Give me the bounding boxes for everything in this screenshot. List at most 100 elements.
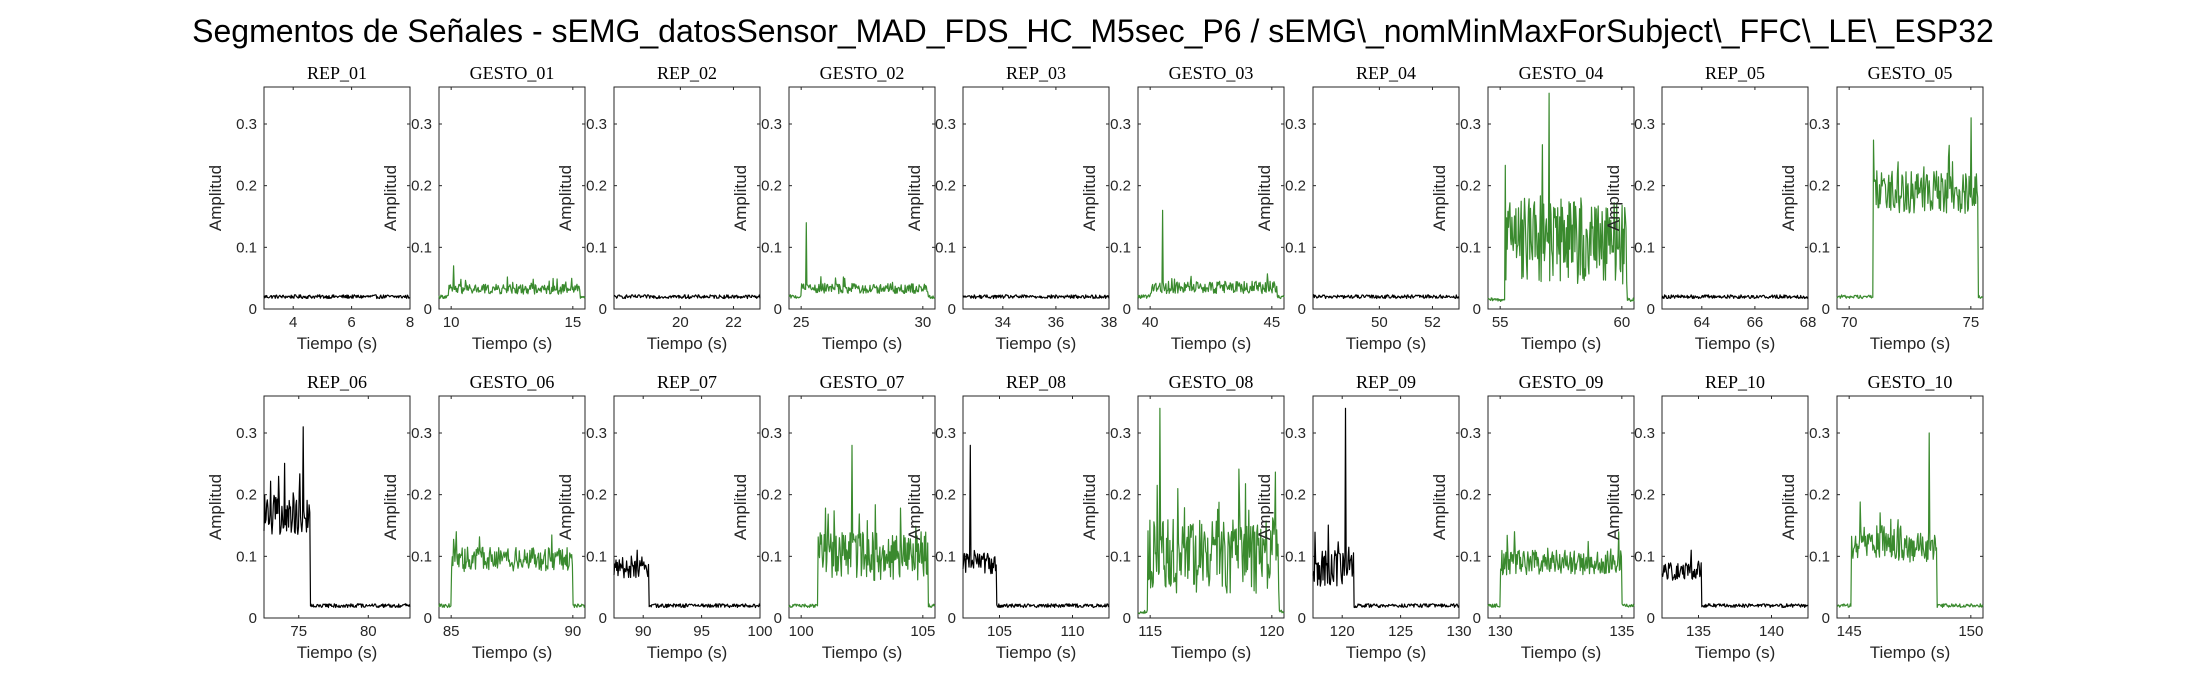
subplot-rep-10: REP_10 0 0.1 0.2 0.3 135 140 Tiempo (s) Amplitud <box>1604 372 1809 662</box>
subplot-rep-09: REP_09 0 0.1 0.2 0.3 120 125 130 Tiempo (s) Ampli… <box>1255 372 1472 662</box>
signal-line <box>1312 294 1460 300</box>
y-tick-label: 0 <box>1473 301 1481 318</box>
y-tick-label: 0.2 <box>1110 178 1131 195</box>
axes-box <box>1661 395 1809 619</box>
axes-box <box>438 395 586 619</box>
x-tick-label: 150 <box>1958 623 1983 640</box>
x-axis-label: Tiempo (s) <box>996 643 1077 662</box>
y-tick-label: 0.1 <box>935 239 956 256</box>
y-tick-label: 0 <box>774 610 782 627</box>
y-tick-label: 0.1 <box>411 239 432 256</box>
x-tick-label: 80 <box>360 623 377 640</box>
x-tick-label: 10 <box>443 314 460 331</box>
y-tick-label: 0 <box>1123 301 1131 318</box>
y-tick-label: 0.3 <box>1110 425 1131 442</box>
x-tick-label: 70 <box>1841 314 1858 331</box>
y-tick-label: 0 <box>249 301 257 318</box>
x-axis-label: Tiempo (s) <box>996 334 1077 353</box>
y-tick-label: 0.3 <box>1460 425 1481 442</box>
subplot-gesto-10: GESTO_10 0 0.1 0.2 0.3 145 150 Tiempo (s) Amplit… <box>1779 372 1984 662</box>
x-axis-label: Tiempo (s) <box>822 643 903 662</box>
subplot-title: REP_06 <box>307 372 367 392</box>
subplot-rep-04: REP_04 0 0.1 0.2 0.3 50 52 Tiempo (s) Amplitud <box>1255 63 1460 353</box>
subplot-gesto-02: GESTO_02 0 0.1 0.2 0.3 25 30 Tiempo (s) Amplitud <box>731 63 936 353</box>
axes-box <box>438 86 586 310</box>
y-tick-label: 0.1 <box>1460 239 1481 256</box>
y-tick-label: 0.2 <box>935 178 956 195</box>
subplot-gesto-01: GESTO_01 0 0.1 0.2 0.3 10 15 Tiempo (s) Amplitud <box>381 63 586 353</box>
x-tick-label: 25 <box>793 314 810 331</box>
x-axis-label: Tiempo (s) <box>1171 643 1252 662</box>
subplot-gesto-05: GESTO_05 0 0.1 0.2 0.3 70 75 Tiempo (s) Amplitud <box>1779 63 1984 353</box>
y-tick-label: 0.2 <box>935 487 956 504</box>
axes-box <box>788 395 936 619</box>
subplot-title: REP_07 <box>657 372 717 392</box>
subplot-title: REP_01 <box>307 63 367 83</box>
subplot-title: GESTO_09 <box>1519 372 1604 392</box>
y-tick-label: 0.3 <box>236 425 257 442</box>
y-tick-label: 0 <box>1822 301 1830 318</box>
signal-line <box>962 444 1110 609</box>
x-tick-label: 55 <box>1492 314 1509 331</box>
x-axis-label: Tiempo (s) <box>1521 334 1602 353</box>
y-tick-label: 0.3 <box>411 425 432 442</box>
y-tick-label: 0.1 <box>1634 239 1655 256</box>
signal-line <box>438 265 586 300</box>
x-tick-label: 140 <box>1759 623 1784 640</box>
y-axis-label: Amplitud <box>1604 474 1623 540</box>
subplot-title: REP_05 <box>1705 63 1765 83</box>
y-axis-label: Amplitud <box>1255 474 1274 540</box>
figure-title: Segmentos de Señales - sEMG_datosSensor_… <box>192 13 1994 49</box>
y-tick-label: 0 <box>1298 301 1306 318</box>
subplot-gesto-06: GESTO_06 0 0.1 0.2 0.3 85 90 Tiempo (s) Amplitud <box>381 372 586 662</box>
y-tick-label: 0.1 <box>1110 548 1131 565</box>
y-tick-label: 0.2 <box>1285 487 1306 504</box>
x-tick-label: 22 <box>725 314 742 331</box>
signal-line <box>1312 407 1460 609</box>
subplot-title: GESTO_04 <box>1519 63 1604 83</box>
y-tick-label: 0.1 <box>1460 548 1481 565</box>
x-tick-label: 30 <box>914 314 931 331</box>
subplot-title: GESTO_02 <box>820 63 905 83</box>
signal-line <box>1661 294 1809 300</box>
y-tick-label: 0.2 <box>236 487 257 504</box>
x-tick-label: 135 <box>1609 623 1634 640</box>
subplot-title: GESTO_10 <box>1868 372 1953 392</box>
y-axis-label: Amplitud <box>1779 474 1798 540</box>
x-tick-label: 40 <box>1142 314 1159 331</box>
subplot-title: REP_08 <box>1006 372 1066 392</box>
subplot-gesto-04: GESTO_04 0 0.1 0.2 0.3 55 60 Tiempo (s) Amplitud <box>1430 63 1635 353</box>
y-tick-label: 0.2 <box>1110 487 1131 504</box>
y-tick-label: 0.1 <box>761 548 782 565</box>
x-tick-label: 75 <box>1962 314 1979 331</box>
y-tick-label: 0.3 <box>586 425 607 442</box>
x-axis-label: Tiempo (s) <box>297 643 378 662</box>
axes-box <box>613 86 761 310</box>
y-tick-label: 0.3 <box>1809 425 1830 442</box>
subplot-title: REP_04 <box>1356 63 1416 83</box>
axes-box <box>263 86 411 310</box>
y-tick-label: 0.2 <box>1634 487 1655 504</box>
signal-line <box>263 426 411 609</box>
y-tick-label: 0.3 <box>1809 116 1830 133</box>
axes-box <box>1661 86 1809 310</box>
axes-box <box>1312 86 1460 310</box>
signal-line <box>788 444 936 609</box>
subplot-rep-05: REP_05 0 0.1 0.2 0.3 64 66 68 Tiempo (s) Amplitud <box>1604 63 1816 353</box>
y-tick-label: 0.1 <box>1809 239 1830 256</box>
x-tick-label: 145 <box>1837 623 1862 640</box>
subplot-rep-08: REP_08 0 0.1 0.2 0.3 105 110 Tiempo (s) Amplitud <box>905 372 1110 662</box>
y-tick-label: 0.3 <box>586 116 607 133</box>
x-tick-label: 68 <box>1800 314 1817 331</box>
y-axis-label: Amplitud <box>556 474 575 540</box>
y-axis-label: Amplitud <box>1080 474 1099 540</box>
x-axis-label: Tiempo (s) <box>647 334 728 353</box>
axes-box <box>1836 395 1984 619</box>
x-tick-label: 115 <box>1138 623 1162 640</box>
y-tick-label: 0 <box>424 610 432 627</box>
x-tick-label: 64 <box>1693 314 1710 331</box>
x-tick-label: 85 <box>443 623 460 640</box>
x-tick-label: 6 <box>347 314 355 331</box>
x-axis-label: Tiempo (s) <box>822 334 903 353</box>
y-tick-label: 0.2 <box>1460 178 1481 195</box>
